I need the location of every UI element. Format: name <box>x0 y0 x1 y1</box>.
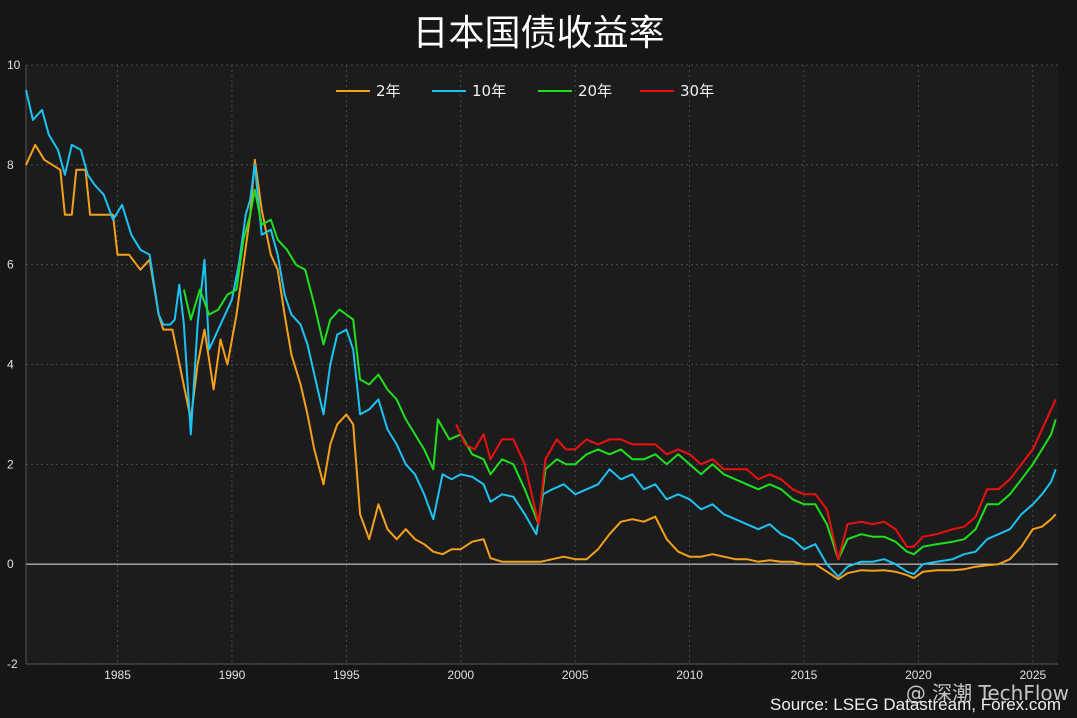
chart-title: 日本国债收益率 <box>412 13 665 54</box>
y-tick-label: 4 <box>7 358 14 372</box>
y-tick-label: 10 <box>7 58 21 72</box>
legend: 2年 10年 20年 30年 <box>336 82 714 100</box>
legend-label: 2年 <box>376 82 401 100</box>
watermark: @ 深潮 TechFlow <box>905 681 1069 705</box>
grid-lines <box>25 64 1058 665</box>
legend-label: 10年 <box>472 82 506 100</box>
series-line-3 <box>182 188 1057 561</box>
y-tick-label: 6 <box>7 258 14 272</box>
series-line-2 <box>25 89 1057 578</box>
y-tick-label: 8 <box>7 158 14 172</box>
x-tick-label: 2025 <box>1019 668 1046 682</box>
legend-label: 30年 <box>680 82 714 100</box>
series-lines <box>25 89 1057 581</box>
x-tick-label: 2005 <box>562 668 589 682</box>
y-tick-label: -2 <box>7 657 18 671</box>
legend-label: 20年 <box>578 82 612 100</box>
x-tick-label: 2020 <box>905 668 932 682</box>
x-tick-label: 2015 <box>791 668 818 682</box>
y-tick-label: 0 <box>7 557 14 571</box>
series-line-1 <box>25 143 1057 581</box>
x-tick-label: 1990 <box>219 668 246 682</box>
x-tick-label: 2000 <box>447 668 474 682</box>
source-note: Source: LSEG Datastream, Forex.com <box>770 695 1061 714</box>
x-tick-label: 1995 <box>333 668 360 682</box>
x-tick-label: 1985 <box>104 668 131 682</box>
axis-tick-labels: 10 8 6 4 2 0 -2 1985 1990 1995 2000 2005 2010 2015 202… <box>7 58 1046 682</box>
x-tick-label: 2010 <box>676 668 703 682</box>
series-line-4 <box>455 398 1057 561</box>
y-tick-label: 2 <box>7 457 14 471</box>
